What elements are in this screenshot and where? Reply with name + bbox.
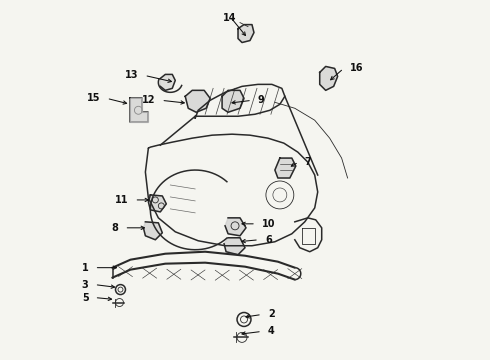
Polygon shape	[275, 158, 296, 178]
Text: 15: 15	[87, 93, 100, 103]
Text: 8: 8	[112, 223, 119, 233]
Polygon shape	[238, 24, 254, 42]
Polygon shape	[148, 195, 166, 212]
Text: 4: 4	[268, 327, 275, 336]
Polygon shape	[222, 90, 244, 112]
Text: 1: 1	[82, 263, 89, 273]
Text: 2: 2	[268, 310, 275, 319]
Text: 14: 14	[223, 13, 237, 23]
Text: 9: 9	[258, 95, 265, 105]
Polygon shape	[185, 90, 210, 112]
Polygon shape	[144, 222, 162, 240]
Polygon shape	[225, 218, 246, 236]
Polygon shape	[224, 238, 245, 255]
Text: 7: 7	[305, 157, 312, 167]
Text: 12: 12	[142, 95, 155, 105]
Polygon shape	[160, 75, 175, 90]
Text: 5: 5	[82, 293, 89, 302]
Text: 6: 6	[265, 235, 271, 245]
Text: 13: 13	[125, 71, 138, 80]
Text: 10: 10	[262, 219, 275, 229]
Polygon shape	[130, 98, 148, 122]
Text: 16: 16	[349, 63, 363, 73]
Text: 3: 3	[82, 280, 89, 289]
Text: 11: 11	[115, 195, 128, 205]
Polygon shape	[319, 67, 338, 90]
